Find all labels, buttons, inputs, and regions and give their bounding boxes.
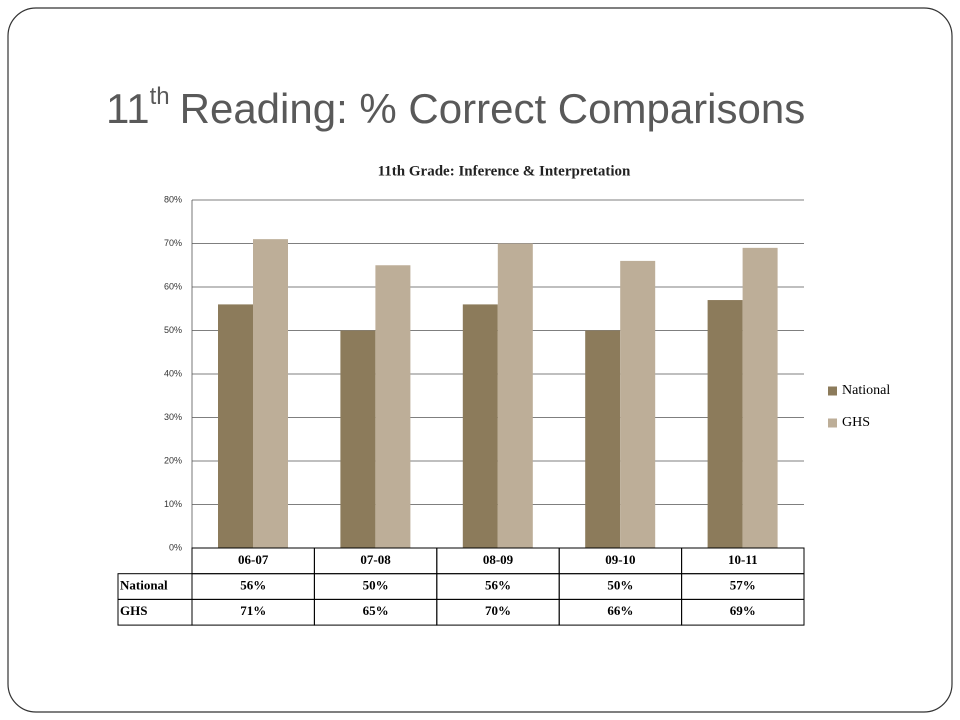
- y-tick-label: 0%: [169, 542, 182, 552]
- x-tick-label: 10-11: [728, 552, 758, 567]
- bar: [707, 300, 743, 548]
- data-label: 65%: [363, 603, 389, 618]
- slide-title: 11th Reading: % Correct Comparisons: [106, 83, 805, 132]
- data-label: 70%: [485, 603, 511, 618]
- bar: [253, 239, 288, 548]
- data-label: 71%: [240, 603, 266, 618]
- legend-swatch: [828, 418, 837, 428]
- data-label: 69%: [730, 603, 756, 618]
- y-tick-label: 60%: [164, 281, 182, 291]
- legend-label: GHS: [842, 415, 870, 430]
- y-tick-label: 40%: [164, 368, 182, 378]
- data-label: 56%: [240, 578, 266, 593]
- chart-title: 11th Grade: Inference & Interpretation: [378, 163, 631, 179]
- y-tick-label: 70%: [164, 238, 182, 248]
- x-tick-label: 06-07: [238, 552, 269, 567]
- bar: [462, 304, 498, 548]
- title-suffix: th: [150, 83, 170, 110]
- bar: [218, 304, 253, 548]
- data-label: 57%: [730, 578, 756, 593]
- table-row-label: National: [120, 578, 168, 593]
- bar: [742, 247, 778, 548]
- title-text: Reading: % Correct Comparisons: [180, 85, 806, 132]
- data-label: 66%: [607, 603, 633, 618]
- data-label: 50%: [363, 578, 389, 593]
- bar: [497, 243, 533, 548]
- y-tick-label: 30%: [164, 412, 182, 422]
- title-number: 11: [106, 85, 150, 132]
- x-tick-label: 08-09: [483, 552, 514, 567]
- bar: [620, 260, 656, 548]
- x-tick-label: 07-08: [360, 552, 391, 567]
- y-tick-label: 10%: [164, 499, 182, 509]
- y-tick-label: 50%: [164, 325, 182, 335]
- x-tick-label: 09-10: [605, 552, 635, 567]
- table-row-label: GHS: [120, 603, 147, 618]
- y-tick-label: 20%: [164, 455, 182, 465]
- bar: [585, 330, 621, 548]
- bar: [375, 265, 411, 548]
- y-tick-label: 80%: [164, 194, 182, 204]
- legend-label: National: [842, 383, 890, 398]
- data-label: 56%: [485, 578, 511, 593]
- legend-swatch: [828, 386, 837, 396]
- bar: [340, 330, 376, 548]
- table-cell: [681, 598, 805, 626]
- data-label: 50%: [607, 578, 633, 593]
